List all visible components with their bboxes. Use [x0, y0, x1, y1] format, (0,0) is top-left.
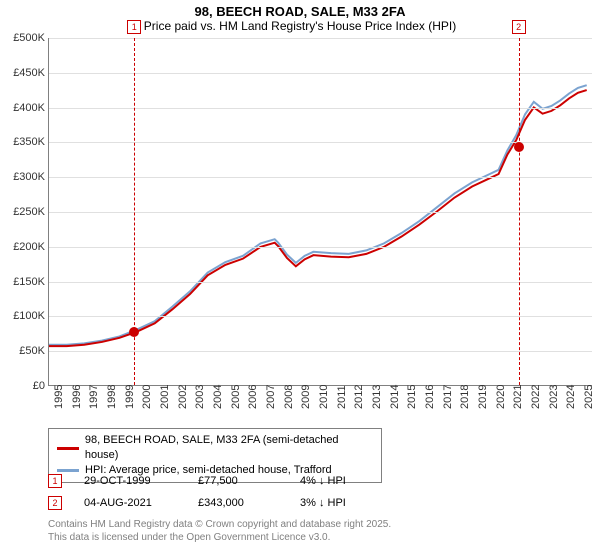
- y-tick-label: £250K: [1, 206, 45, 218]
- x-tick-label: 2023: [548, 385, 560, 409]
- series-hpi: [49, 85, 587, 345]
- x-tick-label: 1999: [124, 385, 136, 409]
- page-subtitle: Price paid vs. HM Land Registry's House …: [0, 19, 600, 33]
- sales-marker: 1: [48, 474, 62, 488]
- x-tick-label: 2022: [530, 385, 542, 409]
- sales-row: 1 29-OCT-1999 £77,500 4% ↓ HPI: [48, 470, 390, 492]
- sale-dot: [129, 327, 139, 337]
- y-tick-label: £200K: [1, 241, 45, 253]
- gridline: [49, 282, 592, 283]
- x-tick-label: 2004: [212, 385, 224, 409]
- sale-dot: [514, 142, 524, 152]
- x-tick-label: 2021: [512, 385, 524, 409]
- gridline: [49, 247, 592, 248]
- x-tick-label: 1995: [53, 385, 65, 409]
- x-tick-label: 2018: [459, 385, 471, 409]
- legend-label: 98, BEECH ROAD, SALE, M33 2FA (semi-deta…: [85, 433, 373, 463]
- x-tick-label: 2006: [247, 385, 259, 409]
- x-tick-label: 1997: [88, 385, 100, 409]
- y-tick-label: £150K: [1, 276, 45, 288]
- x-tick-label: 2013: [371, 385, 383, 409]
- price-chart: £0£50K£100K£150K£200K£250K£300K£350K£400…: [48, 38, 592, 386]
- gridline: [49, 212, 592, 213]
- sales-marker: 2: [48, 496, 62, 510]
- x-tick-label: 2000: [141, 385, 153, 409]
- series-price_paid: [49, 90, 587, 346]
- x-tick-label: 2025: [583, 385, 595, 409]
- sales-price: £77,500: [198, 475, 278, 487]
- sales-table: 1 29-OCT-1999 £77,500 4% ↓ HPI 2 04-AUG-2021 £…: [48, 470, 390, 514]
- y-tick-label: £0: [1, 380, 45, 392]
- gridline: [49, 177, 592, 178]
- x-tick-label: 2020: [495, 385, 507, 409]
- x-tick-label: 2005: [230, 385, 242, 409]
- x-tick-label: 2019: [477, 385, 489, 409]
- x-tick-label: 2015: [406, 385, 418, 409]
- y-tick-label: £500K: [1, 32, 45, 44]
- sale-vline: [519, 38, 520, 385]
- sale-marker-box: 2: [512, 20, 526, 34]
- gridline: [49, 142, 592, 143]
- footer-line: This data is licensed under the Open Gov…: [48, 531, 391, 544]
- gridline: [49, 316, 592, 317]
- x-tick-label: 2003: [194, 385, 206, 409]
- gridline: [49, 73, 592, 74]
- sales-price: £343,000: [198, 497, 278, 509]
- y-tick-label: £400K: [1, 102, 45, 114]
- x-tick-label: 2002: [177, 385, 189, 409]
- sales-date: 29-OCT-1999: [84, 475, 176, 487]
- y-tick-label: £350K: [1, 136, 45, 148]
- x-tick-label: 2009: [300, 385, 312, 409]
- legend-row: 98, BEECH ROAD, SALE, M33 2FA (semi-deta…: [57, 433, 373, 463]
- x-tick-label: 2011: [336, 385, 348, 409]
- sales-pct: 4% ↓ HPI: [300, 475, 390, 487]
- x-tick-label: 2014: [389, 385, 401, 409]
- footer-line: Contains HM Land Registry data © Crown c…: [48, 518, 391, 531]
- y-tick-label: £100K: [1, 310, 45, 322]
- x-tick-label: 2007: [265, 385, 277, 409]
- x-tick-label: 2017: [442, 385, 454, 409]
- sales-date: 04-AUG-2021: [84, 497, 176, 509]
- gridline: [49, 351, 592, 352]
- footer-attribution: Contains HM Land Registry data © Crown c…: [48, 518, 391, 544]
- page-title: 98, BEECH ROAD, SALE, M33 2FA: [0, 4, 600, 19]
- x-tick-label: 2012: [353, 385, 365, 409]
- x-tick-label: 2001: [159, 385, 171, 409]
- x-tick-label: 2016: [424, 385, 436, 409]
- x-tick-label: 2008: [283, 385, 295, 409]
- gridline: [49, 38, 592, 39]
- gridline: [49, 108, 592, 109]
- x-tick-label: 1998: [106, 385, 118, 409]
- sales-row: 2 04-AUG-2021 £343,000 3% ↓ HPI: [48, 492, 390, 514]
- x-tick-label: 2010: [318, 385, 330, 409]
- legend-swatch: [57, 447, 79, 450]
- sales-pct: 3% ↓ HPI: [300, 497, 390, 509]
- x-tick-label: 2024: [565, 385, 577, 409]
- y-tick-label: £300K: [1, 171, 45, 183]
- sale-marker-box: 1: [127, 20, 141, 34]
- y-tick-label: £50K: [1, 345, 45, 357]
- y-tick-label: £450K: [1, 67, 45, 79]
- x-tick-label: 1996: [71, 385, 83, 409]
